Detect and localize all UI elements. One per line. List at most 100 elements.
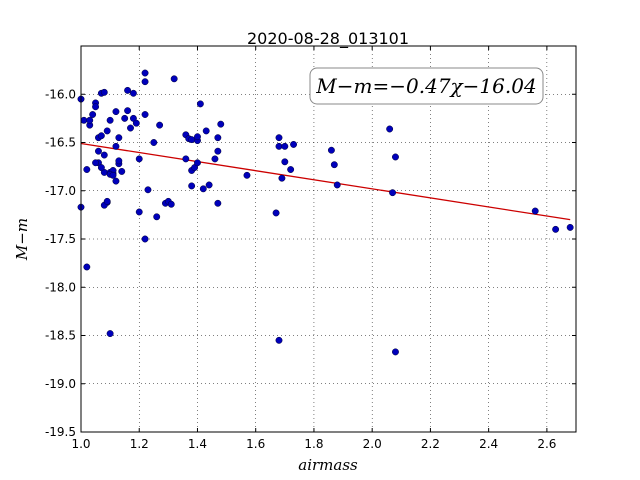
data-point	[552, 225, 560, 233]
data-point	[135, 155, 143, 163]
data-point	[92, 103, 100, 111]
data-point	[281, 142, 289, 150]
y-tick-label: -19.0	[45, 377, 76, 391]
data-point	[97, 132, 105, 140]
data-point	[141, 235, 149, 243]
fit-equation: M−m=−0.47χ−16.04	[315, 74, 536, 98]
data-point	[199, 185, 207, 193]
x-tick-label: 1.0	[71, 437, 90, 451]
y-tick-label: -18.5	[45, 329, 76, 343]
data-point	[202, 127, 210, 135]
data-point	[100, 151, 108, 159]
data-point	[92, 159, 100, 167]
y-tick-label: -16.5	[45, 136, 76, 150]
fit-line-group	[80, 142, 571, 221]
data-point	[124, 107, 132, 115]
data-point	[112, 177, 120, 185]
x-tick-label: 1.2	[130, 437, 149, 451]
data-point	[129, 89, 137, 97]
data-point	[100, 88, 108, 96]
data-point	[392, 153, 399, 161]
data-point	[109, 171, 117, 179]
data-point	[132, 119, 140, 127]
data-point	[150, 139, 158, 146]
data-point	[531, 207, 539, 215]
data-point	[327, 146, 335, 154]
chart-title: 2020-08-28_013101	[247, 29, 409, 49]
data-point	[167, 200, 175, 208]
data-point	[170, 75, 178, 83]
data-point	[144, 186, 152, 194]
data-point	[392, 348, 399, 356]
y-tick-label: -17.0	[45, 184, 76, 198]
data-point	[194, 133, 201, 141]
data-point	[103, 127, 111, 135]
y-tick-label: -19.5	[45, 425, 76, 439]
data-point	[97, 164, 105, 172]
data-point	[115, 157, 123, 165]
y-axis-ticks: -16.0 -16.5 -17.0 -17.5 -18.0 -18.5 -19.0 -19.5	[45, 87, 576, 439]
data-point	[121, 114, 129, 122]
data-point	[214, 199, 222, 207]
x-axis-label: airmass	[298, 456, 358, 474]
data-point	[211, 155, 219, 163]
fit-line	[80, 142, 571, 221]
x-tick-label: 1.8	[304, 437, 323, 451]
annotation-box	[309, 67, 544, 105]
y-tick-label: -17.5	[45, 232, 76, 246]
data-point	[330, 161, 338, 169]
data-point	[243, 171, 251, 179]
data-point	[278, 174, 286, 182]
data-point	[182, 155, 190, 163]
data-point	[281, 158, 289, 166]
data-point	[89, 111, 97, 118]
data-point	[389, 189, 397, 197]
data-point	[156, 121, 164, 129]
data-point	[188, 136, 196, 144]
data-point	[127, 124, 134, 132]
data-point	[194, 159, 201, 167]
fit-equation-box: M−m=−0.47χ−16.04	[309, 67, 544, 105]
data-point	[275, 134, 283, 142]
x-tick-label: 2.2	[421, 437, 440, 451]
data-point	[80, 116, 88, 124]
data-point	[333, 181, 341, 189]
x-tick-label: 2.0	[363, 437, 382, 451]
y-tick-label: -16.0	[45, 87, 76, 101]
y-axis-label: M−m	[13, 218, 31, 261]
y-tick-label: -18.0	[45, 280, 76, 294]
x-tick-label: 2.4	[479, 437, 498, 451]
data-point	[112, 108, 120, 116]
data-point	[275, 142, 283, 150]
data-point	[83, 166, 91, 173]
data-point	[290, 140, 298, 148]
data-point	[566, 223, 574, 231]
data-point	[272, 209, 280, 217]
data-point	[153, 213, 161, 221]
data-point	[118, 168, 126, 175]
data-point	[135, 208, 143, 216]
data-point	[124, 86, 132, 94]
data-point	[217, 120, 225, 128]
x-tick-label: 2.6	[537, 437, 556, 451]
data-point	[106, 330, 114, 338]
data-point	[115, 134, 123, 142]
data-point	[214, 134, 222, 142]
data-point	[141, 111, 149, 118]
data-point	[112, 142, 120, 150]
data-points	[77, 69, 574, 356]
data-point	[188, 182, 196, 190]
data-point	[275, 336, 283, 344]
data-point	[287, 166, 295, 173]
data-point	[83, 263, 91, 271]
data-point	[141, 78, 149, 86]
x-axis-ticks: 1.0 1.2 1.4 1.6 1.8 2.0 2.2 2.4 2.6	[71, 46, 556, 451]
data-point	[95, 147, 102, 155]
data-point	[205, 181, 213, 189]
data-point	[141, 69, 149, 77]
data-point	[386, 125, 394, 133]
data-point	[214, 147, 222, 155]
data-point	[106, 116, 114, 124]
x-tick-label: 1.4	[188, 437, 207, 451]
